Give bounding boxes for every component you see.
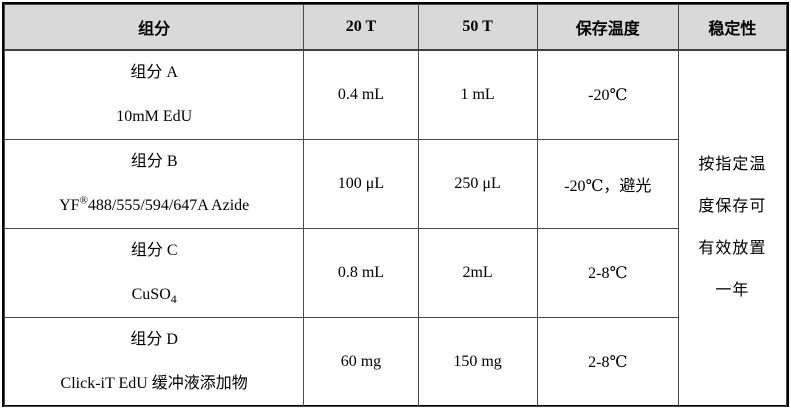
table-row-component-d: 组分 D Click-iT EdU 缓冲液添加物 60 mg 150 mg 2-…	[3, 316, 787, 407]
component-c-qty-50t: 2mL	[417, 227, 538, 318]
stability-cell: 按指定温 度保存可 有效放置 一年	[677, 49, 788, 407]
component-c-cell: 组分 C CuSO4	[3, 227, 305, 318]
component-a-qty-50t: 1 mL	[417, 49, 538, 140]
stability-line: 度保存可	[698, 198, 767, 216]
component-c-storage-temp: 2-8℃	[536, 227, 679, 318]
component-d-cell: 组分 D Click-iT EdU 缓冲液添加物	[3, 316, 305, 407]
component-c-name: 组分 C	[130, 241, 178, 259]
component-d-desc: Click-iT EdU 缓冲液添加物	[60, 374, 248, 392]
component-b-qty-20t: 100 μL	[303, 138, 419, 229]
stability-line: 有效放置	[698, 240, 767, 258]
header-row: 组分 20 T 50 T 保存温度 稳定性	[3, 4, 788, 51]
component-c-qty-20t: 0.8 mL	[303, 227, 419, 318]
stability-line: 一年	[715, 282, 750, 300]
component-d-name: 组分 D	[130, 330, 178, 348]
component-d-storage-temp: 2-8℃	[536, 316, 679, 407]
component-a-qty-20t: 0.4 mL	[303, 49, 419, 140]
component-d-qty-20t: 60 mg	[303, 316, 419, 407]
component-c-desc: CuSO4	[131, 285, 177, 306]
header-component: 组分	[3, 4, 305, 51]
chemical-subscript: 4	[170, 291, 177, 306]
header-20t: 20 T	[303, 4, 419, 51]
header-storage-temp: 保存温度	[536, 4, 679, 51]
component-b-cell: 组分 B YF®488/555/594/647A Azide	[3, 138, 305, 229]
registered-trademark-symbol: ®	[79, 194, 88, 207]
component-a-cell: 组分 A 10mM EdU	[3, 49, 305, 140]
component-a-desc: 10mM EdU	[116, 107, 193, 125]
header-stability: 稳定性	[677, 4, 788, 51]
component-b-storage-temp: -20℃，避光	[536, 138, 679, 229]
table-row-component-a: 组分 A 10mM EdU 0.4 mL 1 mL -20℃ 按指定温 度保存可…	[3, 49, 788, 407]
component-b-name: 组分 B	[130, 152, 178, 170]
header-50t: 50 T	[417, 4, 538, 51]
table-row-component-b: 组分 B YF®488/555/594/647A Azide 100 μL 25…	[3, 138, 787, 229]
component-d-qty-50t: 150 mg	[417, 316, 538, 407]
component-b-desc: YF®488/555/594/647A Azide	[59, 194, 250, 214]
component-a-name: 组分 A	[130, 63, 178, 81]
component-a-storage-temp: -20℃	[536, 49, 679, 140]
kit-table: 组分 20 T 50 T 保存温度 稳定性 组分 A 10mM EdU 0.4 …	[3, 4, 788, 407]
component-b-qty-50t: 250 μL	[417, 138, 538, 229]
stability-line: 按指定温	[698, 156, 767, 174]
table-row-component-c: 组分 C CuSO4 0.8 mL 2mL 2-8℃	[3, 227, 787, 318]
